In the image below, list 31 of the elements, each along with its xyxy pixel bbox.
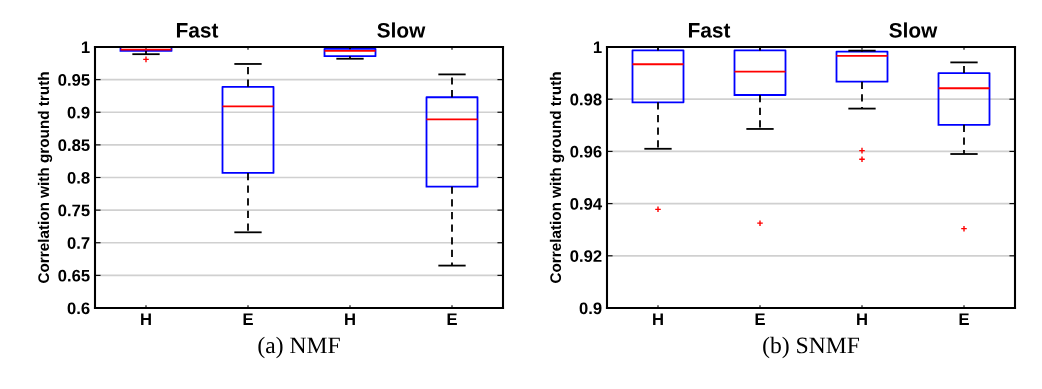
text: Slow bbox=[889, 22, 938, 38]
x-tick-label: H bbox=[857, 313, 867, 325]
x-tick-label: H bbox=[653, 313, 663, 325]
x-tick-label: E bbox=[959, 313, 969, 325]
text: Fast bbox=[176, 23, 219, 38]
y-tick-label: 0.94 bbox=[570, 198, 603, 210]
text: Slow bbox=[377, 22, 426, 38]
y-tick-label: 0.6 bbox=[67, 302, 90, 315]
y-axis-title: Correlation with ground truth bbox=[549, 72, 565, 283]
y-tick-label: 0.92 bbox=[570, 250, 602, 262]
y-tick-label: 0.9 bbox=[67, 106, 90, 119]
text: Fast bbox=[688, 23, 731, 38]
y-tick-label: 0.96 bbox=[570, 145, 602, 158]
x-tick-label: E bbox=[243, 313, 253, 325]
y-tick-label: 1 bbox=[593, 41, 602, 54]
y-tick-label: 1 bbox=[81, 41, 90, 54]
x-axis-title: (a) NMF bbox=[258, 336, 340, 359]
y-tick-label: 0.7 bbox=[67, 237, 90, 249]
y-tick-label: 0.75 bbox=[58, 204, 90, 217]
y-tick-label: 0.8 bbox=[67, 171, 90, 184]
x-tick-label: E bbox=[447, 313, 457, 325]
x-tick-label: H bbox=[141, 313, 151, 325]
y-tick-label: 0.98 bbox=[570, 93, 602, 106]
y-axis-title: Correlation with ground truth bbox=[37, 72, 53, 283]
y-tick-label: 0.85 bbox=[58, 139, 90, 152]
x-axis-title: (b) SNMF bbox=[763, 336, 860, 359]
x-tick-label: E bbox=[755, 313, 765, 325]
y-tick-label: 0.9 bbox=[579, 302, 602, 315]
y-tick-label: 0.65 bbox=[58, 269, 90, 282]
y-tick-label: 0.95 bbox=[58, 74, 90, 86]
x-tick-label: H bbox=[345, 313, 355, 325]
